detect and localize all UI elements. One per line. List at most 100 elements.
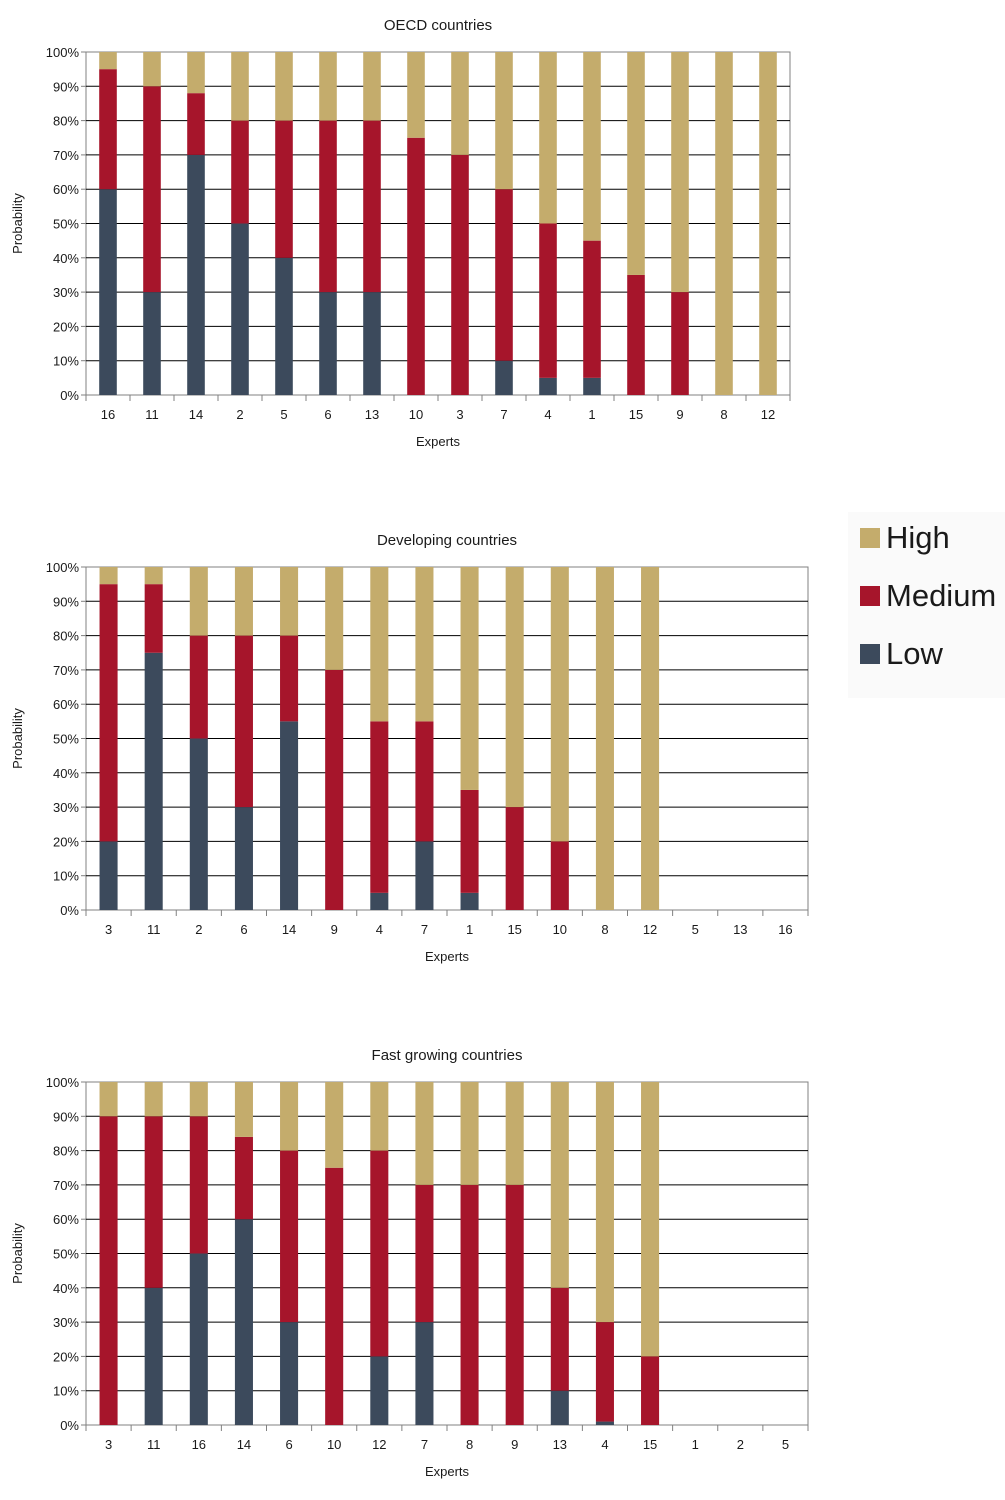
x-tick-label: 11 <box>147 1437 161 1452</box>
x-tick-label: 9 <box>331 922 338 937</box>
y-tick-label: 30% <box>53 1315 79 1330</box>
y-tick-label: 40% <box>53 766 79 781</box>
y-axis-label: Probability <box>10 708 25 769</box>
bar-medium-expert-7 <box>415 1184 434 1323</box>
bar-medium-expert-3 <box>99 584 118 842</box>
legend-swatch-medium <box>860 586 880 606</box>
legend-label-low: Low <box>886 636 943 671</box>
bar-medium-expert-2 <box>231 120 249 224</box>
bar-medium-expert-13 <box>550 1287 569 1391</box>
y-tick-label: 30% <box>53 285 79 300</box>
x-tick-label: 7 <box>500 407 507 422</box>
chart-title: OECD countries <box>384 17 492 34</box>
bar-low-expert-11 <box>143 292 161 395</box>
x-tick-label: 7 <box>421 922 428 937</box>
bar-high-expert-6 <box>280 1082 299 1151</box>
x-tick-label: 4 <box>601 1437 608 1452</box>
chart-oecd-countries: OECD countries 0% 10% 20% 30% 40% 50% 60% 70% 80%… <box>0 0 840 470</box>
y-tick-label: 100% <box>46 45 80 60</box>
bar-high-expert-1 <box>583 52 601 241</box>
bar-medium-expert-7 <box>415 721 434 842</box>
bar-medium-expert-14 <box>187 93 205 155</box>
y-tick-label: 20% <box>53 834 79 849</box>
bar-high-expert-16 <box>99 52 117 70</box>
x-tick-label: 16 <box>778 922 792 937</box>
bar-low-expert-1 <box>460 892 479 910</box>
bar-high-expert-3 <box>451 52 469 155</box>
bar-medium-expert-4 <box>370 721 389 893</box>
bar-medium-expert-11 <box>144 584 163 653</box>
x-tick-label: 3 <box>105 922 112 937</box>
y-tick-label: 10% <box>53 869 79 884</box>
y-tick-label: 10% <box>53 354 79 369</box>
bar-medium-expert-4 <box>595 1322 614 1422</box>
y-tick-label: 90% <box>53 594 79 609</box>
bar-high-expert-14 <box>280 567 299 636</box>
chart-svg: OECD countries 0% 10% 20% 30% 40% 50% 60% 70% 80%… <box>10 17 791 449</box>
bar-high-expert-8 <box>460 1082 479 1185</box>
bar-medium-expert-2 <box>189 635 208 739</box>
bar-high-expert-7 <box>415 567 434 722</box>
bar-high-expert-15 <box>505 567 524 808</box>
bar-high-expert-15 <box>627 52 645 275</box>
x-axis-label: Experts <box>416 434 461 449</box>
bar-medium-expert-14 <box>234 1136 253 1220</box>
bar-low-expert-11 <box>144 1287 163 1425</box>
bar-high-expert-6 <box>319 52 337 121</box>
chart-title: Developing countries <box>377 532 517 549</box>
bar-high-expert-9 <box>325 567 344 670</box>
x-tick-label: 8 <box>720 407 727 422</box>
y-tick-label: 0% <box>60 388 79 403</box>
x-tick-label: 3 <box>456 407 463 422</box>
bar-medium-expert-6 <box>234 635 253 808</box>
bar-medium-expert-9 <box>671 292 689 395</box>
x-tick-label: 14 <box>189 407 203 422</box>
legend-item-medium: Medium <box>860 576 996 616</box>
y-tick-label: 50% <box>53 217 79 232</box>
x-tick-label: 3 <box>105 1437 112 1452</box>
y-tick-label: 70% <box>53 148 79 163</box>
y-tick-label: 40% <box>53 1281 79 1296</box>
bar-high-expert-13 <box>550 1082 569 1288</box>
x-tick-label: 14 <box>237 1437 251 1452</box>
bar-medium-expert-15 <box>627 274 645 395</box>
y-tick-label: 0% <box>60 903 79 918</box>
x-tick-label: 1 <box>588 407 595 422</box>
bar-low-expert-16 <box>189 1253 208 1425</box>
bar-low-expert-14 <box>280 721 299 910</box>
bar-low-expert-7 <box>415 841 434 910</box>
bar-low-expert-4 <box>539 377 557 395</box>
y-tick-label: 100% <box>46 560 80 575</box>
y-tick-label: 10% <box>53 1384 79 1399</box>
y-tick-label: 80% <box>53 1144 79 1159</box>
x-tick-label: 12 <box>761 407 775 422</box>
x-tick-label: 15 <box>643 1437 657 1452</box>
chart-svg: Fast growing countries 0% 10% 20% 30% 40% 50% 6… <box>10 1047 809 1479</box>
x-tick-label: 1 <box>692 1437 699 1452</box>
bar-low-expert-6 <box>319 292 337 395</box>
legend-item-high: High <box>860 518 950 558</box>
bar-high-expert-16 <box>189 1082 208 1117</box>
x-tick-label: 10 <box>327 1437 341 1452</box>
x-tick-label: 5 <box>280 407 287 422</box>
legend-swatch-low <box>860 644 880 664</box>
x-axis-label: Experts <box>425 949 470 964</box>
x-tick-label: 7 <box>421 1437 428 1452</box>
bar-medium-expert-6 <box>319 120 337 293</box>
y-tick-label: 90% <box>53 79 79 94</box>
bar-high-expert-14 <box>187 52 205 94</box>
bar-low-expert-5 <box>275 257 293 395</box>
chart-developing-countries: Developing countries 0% 10% 20% 30% 40% 50% 60%… <box>0 515 840 985</box>
x-tick-label: 1 <box>466 922 473 937</box>
bar-medium-expert-1 <box>583 240 601 378</box>
bar-medium-expert-11 <box>144 1116 163 1288</box>
x-tick-label: 2 <box>236 407 243 422</box>
bar-low-expert-12 <box>370 1356 389 1425</box>
bar-medium-expert-13 <box>363 120 381 293</box>
y-tick-label: 50% <box>53 1247 79 1262</box>
bar-high-expert-11 <box>144 1082 163 1117</box>
bar-high-expert-10 <box>550 567 569 842</box>
bar-high-expert-1 <box>460 567 479 790</box>
bar-low-expert-6 <box>280 1322 299 1425</box>
x-tick-label: 10 <box>409 407 423 422</box>
